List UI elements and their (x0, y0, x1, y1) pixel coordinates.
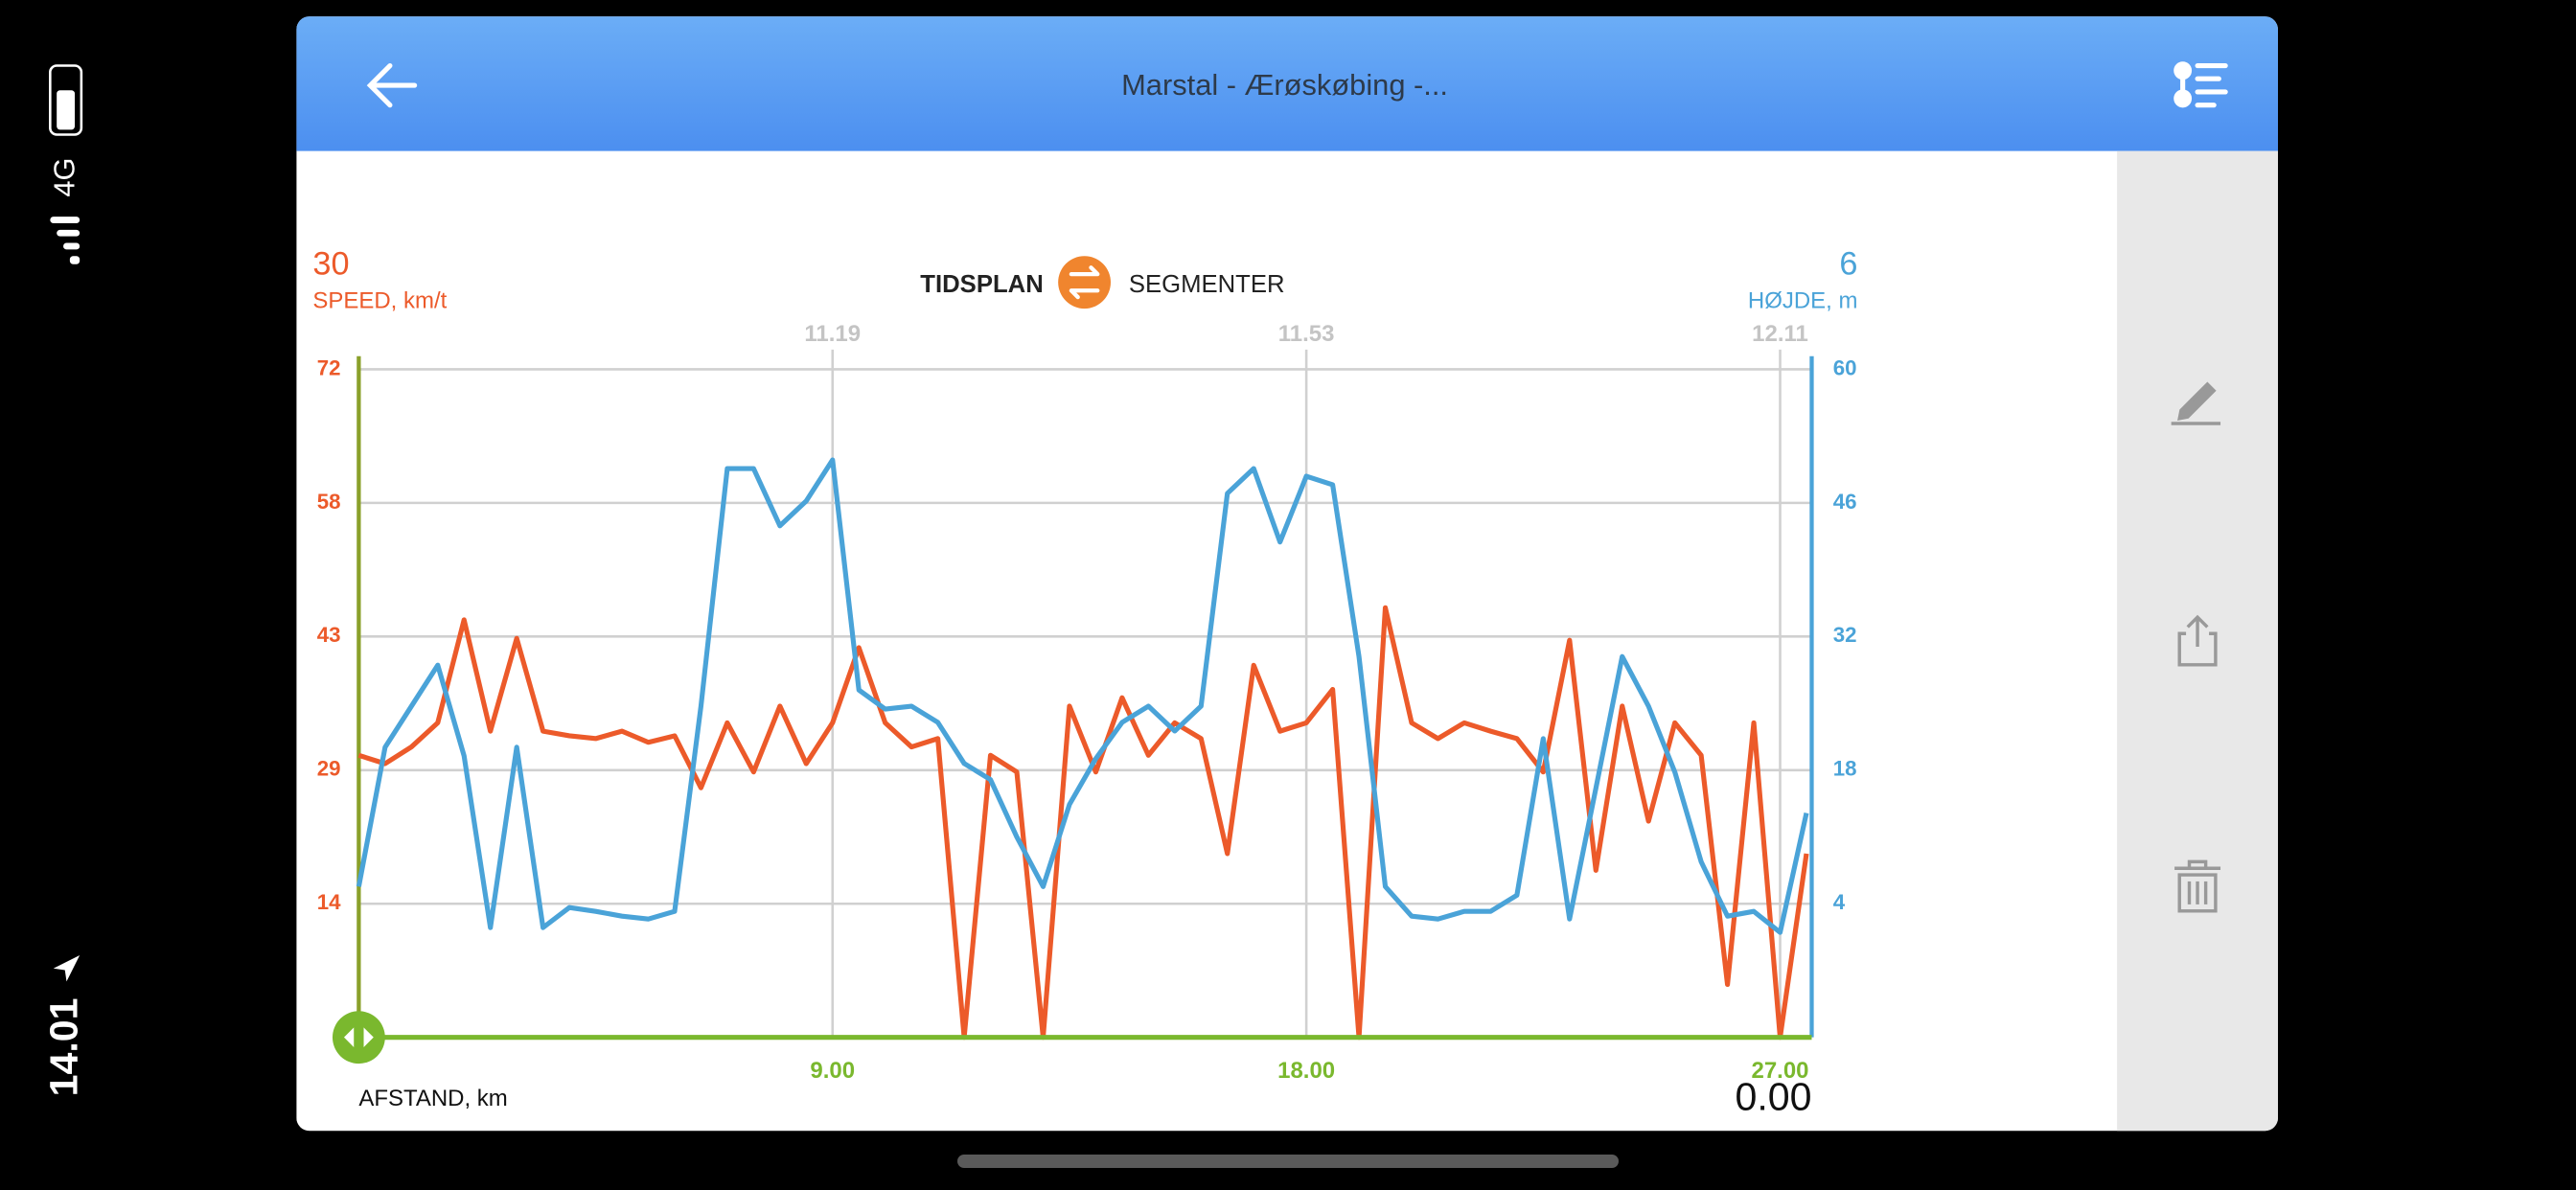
current-speed: 30 (312, 246, 349, 283)
x-axis-title: AFSTAND, km (358, 1086, 507, 1111)
time-label: 12.11 (1752, 321, 1808, 347)
x-tick-label: 27.00 (1752, 1058, 1809, 1084)
menu-button[interactable] (2174, 61, 2228, 108)
battery (49, 64, 83, 136)
status-bar: 4G 14.01 (41, 64, 85, 1097)
x-tick-label: 18.00 (1277, 1058, 1335, 1084)
y2-tick-label: 4 (1833, 890, 1846, 914)
card (296, 16, 2279, 1132)
time: 14.01 (41, 998, 85, 1097)
y2-tick-label: 18 (1833, 757, 1857, 781)
header-title: Marstal - Ærøskøbing -... (1121, 68, 1448, 102)
y-tick-label: 14 (317, 890, 341, 914)
line-series (357, 605, 1809, 1041)
left-axis-title: SPEED, km/t (312, 288, 447, 314)
battery-level (57, 90, 76, 130)
header (296, 16, 2279, 151)
y2-tick-label: 32 (1833, 623, 1857, 647)
tab[interactable]: SEGMENTER (1129, 271, 1285, 298)
signal (50, 217, 80, 264)
y-tick-label: 58 (317, 490, 341, 514)
current-height: 6 (1839, 246, 1857, 283)
y-tick-label: 72 (317, 355, 341, 379)
x-tick-label: 9.00 (810, 1058, 855, 1084)
edit-button[interactable] (2171, 381, 2221, 425)
location-icon (53, 955, 80, 982)
y-tick-label: 43 (317, 623, 341, 647)
back-button[interactable] (366, 62, 418, 108)
distance-handle[interactable] (332, 1011, 385, 1064)
tab[interactable]: TIDSPLAN (920, 271, 1043, 298)
time-label: 11.53 (1278, 321, 1335, 347)
home-indicator (957, 1155, 1619, 1168)
right-axis-title: HØJDE, m (1748, 288, 1858, 314)
y2-tick-label: 46 (1833, 490, 1857, 514)
y-tick-label: 29 (317, 757, 341, 781)
y2-tick-label: 60 (1833, 355, 1857, 379)
app (296, 16, 2279, 1132)
time-label: 11.19 (804, 321, 861, 347)
share-button[interactable] (2177, 614, 2218, 667)
plot: 14 29 43 58 72 4 18 32 46 60 9.00 11.19 18.00 11.53 27… (317, 321, 1857, 1084)
network: 4G (48, 157, 81, 196)
delete-button[interactable] (2174, 859, 2221, 913)
current-distance: 0.00 (1735, 1075, 1811, 1119)
line-series (356, 457, 1809, 935)
switch-button[interactable] (1058, 256, 1111, 309)
